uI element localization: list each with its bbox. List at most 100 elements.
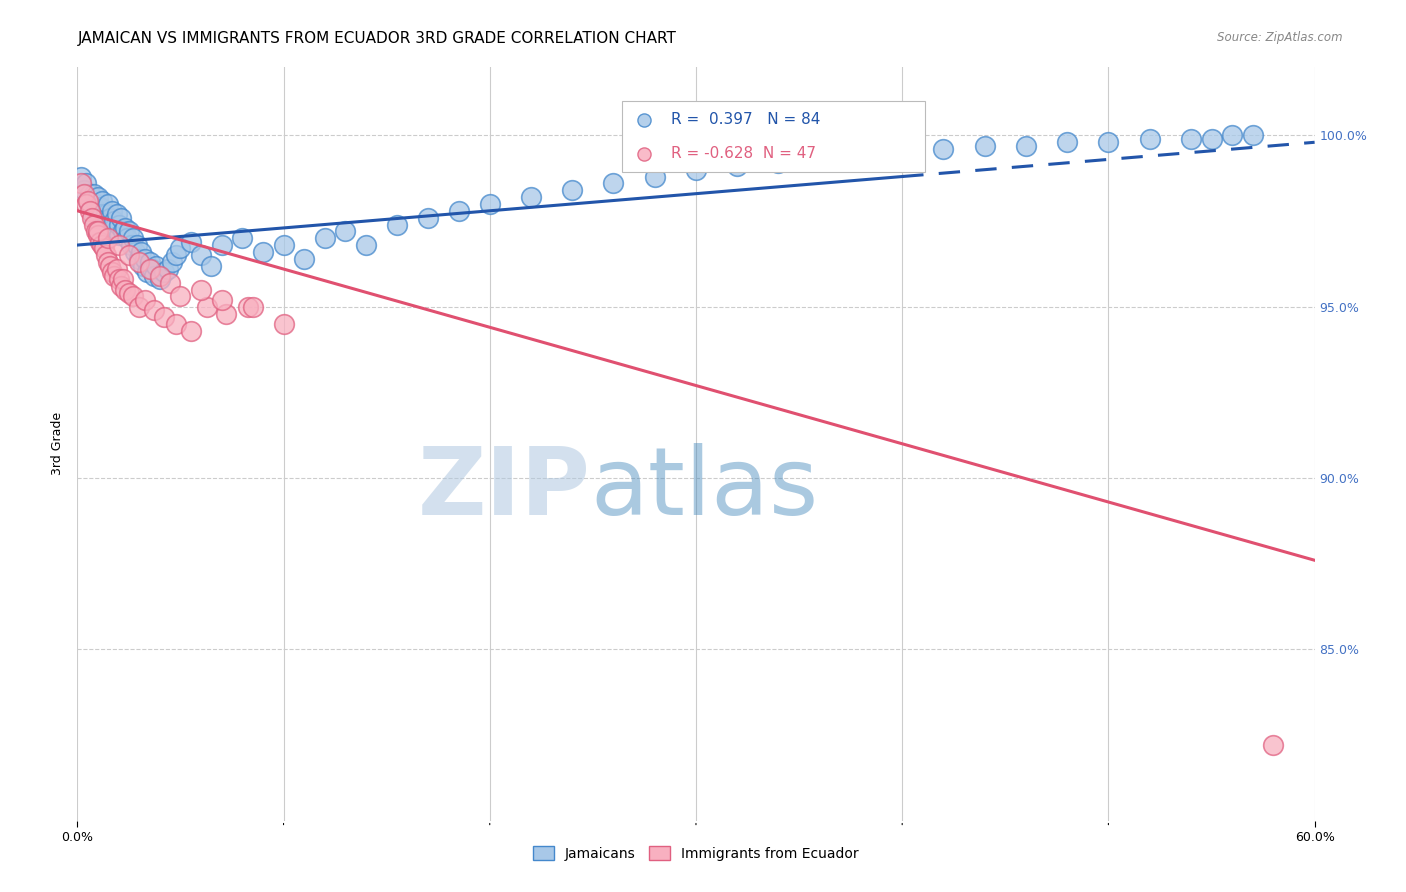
Point [165,248,187,262]
Point [96,248,118,262]
Point [124,244,146,259]
Point [180,235,202,249]
Legend: Jamaicans, Immigrants from Ecuador: Jamaicans, Immigrants from Ecuador [527,840,865,866]
Point [1263,738,1285,752]
Point [195,300,218,314]
Point [128,252,150,266]
Point [252,244,274,259]
Point [1011,368,1033,383]
Point [138,262,160,277]
Point [80,200,103,214]
Point [76,194,98,208]
Point [134,293,156,307]
Point [93,242,115,256]
Point [190,248,212,262]
Point [231,231,253,245]
Point [72,186,94,201]
Point [180,324,202,338]
Point [211,238,233,252]
Point [134,252,156,266]
Point [87,224,110,238]
Point [142,303,165,318]
Point [200,259,222,273]
Point [91,238,114,252]
Point [89,235,111,249]
Point [118,285,141,300]
Point [87,190,110,204]
Point [70,177,93,191]
Point [132,259,155,273]
Point [145,259,167,273]
Point [75,197,97,211]
Text: Source: ZipAtlas.com: Source: ZipAtlas.com [1218,31,1343,45]
Point [561,183,583,197]
Point [215,307,238,321]
Point [354,238,377,252]
Point [128,255,150,269]
Point [84,197,107,211]
Point [129,244,152,259]
Point [242,300,264,314]
Text: ZIP: ZIP [418,443,591,535]
Point [157,262,180,277]
Text: atlas: atlas [591,443,820,535]
Text: R = -0.628  N = 47: R = -0.628 N = 47 [671,146,817,161]
Point [107,218,129,232]
Point [91,207,114,221]
Point [122,289,145,303]
Point [103,214,125,228]
Point [292,252,315,266]
Point [273,238,295,252]
Point [96,207,118,221]
Point [211,293,233,307]
Point [107,227,129,242]
Point [107,238,129,252]
Point [97,255,120,269]
Point [89,200,111,214]
Point [159,276,181,290]
Point [808,153,831,167]
Point [122,231,145,245]
Point [110,279,132,293]
Point [932,142,955,156]
Text: R =  0.397   N = 84: R = 0.397 N = 84 [671,112,821,128]
Point [128,300,150,314]
Point [120,238,142,252]
Point [1056,135,1078,149]
Point [768,156,790,170]
Point [87,227,110,242]
Point [107,272,129,286]
Point [115,231,138,245]
Point [169,289,191,303]
Point [110,211,132,225]
Point [416,211,439,225]
Point [97,197,120,211]
Point [1139,132,1161,146]
Point [1201,132,1223,146]
Point [72,183,94,197]
Point [142,268,165,283]
Point [79,186,101,201]
Point [685,162,707,177]
Point [891,145,914,160]
Point [1015,138,1038,153]
Point [80,211,103,225]
Point [118,248,141,262]
Point [93,214,115,228]
Point [725,159,748,173]
Point [644,169,666,184]
Point [190,283,212,297]
Point [98,211,121,225]
Point [83,211,105,225]
Point [849,149,872,163]
Point [101,265,124,279]
Point [127,238,149,252]
Point [478,197,501,211]
Point [79,203,101,218]
Point [103,268,125,283]
Y-axis label: 3rd Grade: 3rd Grade [51,412,65,475]
Point [1241,128,1264,143]
Point [76,194,98,208]
Point [103,221,125,235]
Point [138,255,160,269]
